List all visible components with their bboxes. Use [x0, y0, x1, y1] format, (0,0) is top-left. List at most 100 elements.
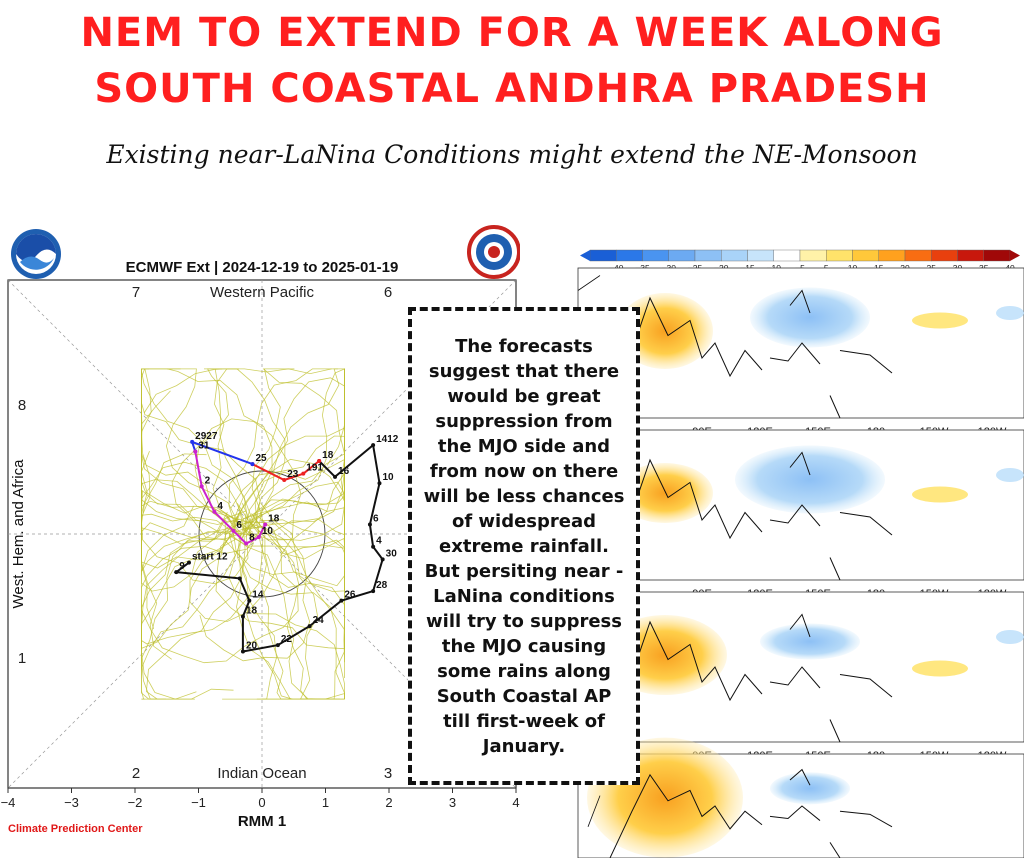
trajectory-point [250, 462, 255, 467]
colorbar-arrow-left [580, 250, 590, 261]
trajectory-point [212, 509, 217, 514]
positive-anomaly [617, 463, 713, 523]
trajectory-day-label: start 12 [192, 552, 228, 563]
trajectory-day-label: 18 [246, 606, 258, 617]
ensemble-member-line [251, 368, 295, 510]
x-tick-label: 1 [322, 795, 329, 810]
coastline [609, 768, 893, 859]
colorbar-cell [983, 249, 1011, 262]
colorbar-cell [747, 249, 774, 262]
phase-label: 2 [132, 765, 140, 782]
trajectory-point [371, 544, 376, 549]
trajectory-day-label: 24 [313, 615, 325, 626]
trajectory-day-label: 191 [306, 463, 323, 474]
ensemble-member-line [140, 531, 234, 700]
trajectory-day-label: 6 [373, 513, 379, 524]
trajectory-day-label: 31 [198, 440, 210, 451]
colorbar-cell [773, 249, 801, 262]
trajectory-day-label: 18 [268, 513, 280, 524]
phase-label: 8 [18, 397, 26, 414]
trajectory-point [190, 439, 195, 444]
colorbar-cell [878, 249, 906, 262]
trajectory-point [199, 484, 204, 489]
trajectory-day-label: 22 [281, 634, 293, 645]
region-label-bottom: Indian Ocean [217, 765, 306, 782]
ensemble-member-line [228, 368, 338, 528]
ensemble-member-line [212, 368, 332, 538]
trajectory-point [193, 449, 198, 454]
unit-circle [198, 470, 326, 598]
trajectory-day-label: 6 [236, 520, 242, 531]
x-tick-label: −2 [128, 795, 143, 810]
x-tick-label: −3 [64, 795, 79, 810]
map-panel: 90E120E150E180150W120W [577, 429, 1024, 600]
colorbar-cell [642, 249, 669, 262]
trajectory-point [256, 535, 261, 540]
credit-label: Climate Prediction Center [8, 823, 143, 835]
ensemble-member-line [232, 508, 345, 591]
x-tick-label: −4 [1, 795, 16, 810]
trajectory-point [263, 522, 268, 527]
phase-diagram-title: ECMWF Ext | 2024-12-19 to 2025-01-19 [126, 259, 399, 276]
ensemble-member-line [143, 368, 286, 539]
colorbar-cell [826, 249, 853, 262]
subtitle: Existing near-LaNina Conditions might ex… [106, 140, 918, 169]
trajectory-point [240, 649, 245, 654]
x-tick-label: 3 [449, 795, 456, 810]
positive-anomaly [617, 293, 713, 369]
phase-label: 1 [18, 650, 26, 667]
trajectory-day-label: 2927 [195, 431, 218, 442]
ensemble-member-line [224, 518, 345, 700]
trajectory-point [186, 560, 191, 565]
callout-box: The forecasts suggest that there would b… [408, 307, 640, 785]
positive-anomaly [912, 660, 968, 677]
colorbar-cell [904, 249, 932, 262]
positive-anomaly [912, 486, 968, 503]
colorbar-cell [957, 249, 984, 262]
negative-anomaly [996, 306, 1024, 320]
negative-anomaly [750, 287, 870, 348]
trajectory-day-label: 10 [382, 472, 394, 483]
coastline [609, 451, 893, 581]
trajectory-day-label: 18 [322, 450, 334, 461]
ensemble-member-line [141, 514, 240, 700]
trajectory-day-label: 9 [179, 561, 185, 572]
coastline [609, 613, 893, 743]
ensemble-member-line [141, 505, 229, 617]
trajectory-day-label: 10 [262, 526, 274, 537]
trajectory-point [367, 522, 372, 527]
ensemble-members [140, 368, 345, 700]
trajectory-point [174, 570, 179, 575]
colorbar-cell [799, 249, 827, 262]
trajectory-day-label: 2 [205, 475, 211, 486]
x-tick-label: 2 [385, 795, 392, 810]
trajectory-day-label: 14 [252, 590, 264, 601]
noaa-logo [11, 229, 61, 279]
colorbar-arrow-right [1010, 250, 1020, 261]
trajectory-point [237, 576, 242, 581]
ensemble-member-line [230, 435, 345, 533]
colorbar-cell [852, 249, 879, 262]
colorbar-cell [931, 249, 958, 262]
trajectory-labels: start 1291418202224262830461014121618191… [179, 431, 399, 652]
trajectory-point [339, 598, 344, 603]
trajectory-day-label: 25 [255, 453, 267, 464]
ensemble-member-line [222, 516, 277, 700]
colorbar-cell [616, 249, 643, 262]
trajectory-point [371, 589, 376, 594]
ensemble-member-line [236, 521, 345, 700]
x-axis-ticks: −4 −3 −2 −1 0 1 2 3 4 [1, 788, 520, 810]
colorbar-cell [668, 249, 696, 262]
phase-label: 3 [384, 765, 392, 782]
x-tick-label: −1 [191, 795, 206, 810]
ensemble-member-line [167, 368, 273, 524]
phase-label: 6 [384, 284, 392, 301]
trajectory-point [275, 643, 280, 648]
negative-anomaly [996, 468, 1024, 482]
trajectory-day-label: 1412 [376, 434, 399, 445]
negative-anomaly [735, 445, 885, 514]
map-panels: 90E120E150E180150W120W90E120E150E180150W… [577, 267, 1024, 859]
map-panel: 90E120E150E180150W120W [577, 267, 1024, 438]
trajectory-day-label: 26 [344, 590, 356, 601]
trajectory-point [247, 598, 252, 603]
